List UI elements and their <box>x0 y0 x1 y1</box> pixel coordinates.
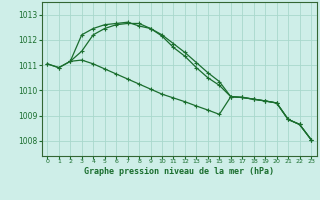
X-axis label: Graphe pression niveau de la mer (hPa): Graphe pression niveau de la mer (hPa) <box>84 167 274 176</box>
